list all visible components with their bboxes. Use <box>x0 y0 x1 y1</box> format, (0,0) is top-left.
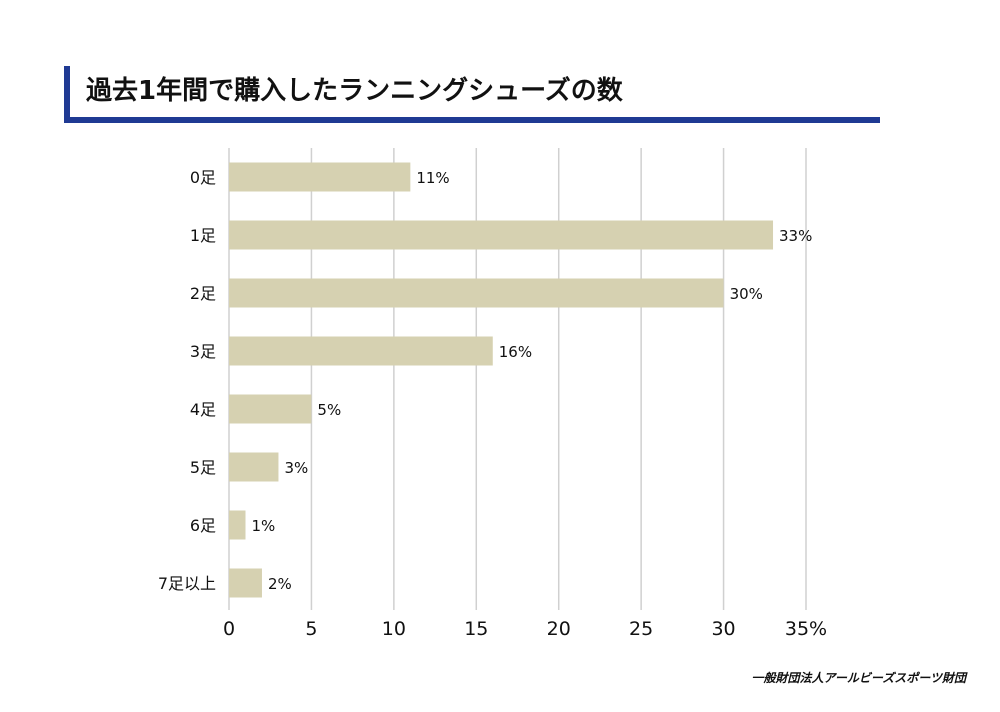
value-label: 11% <box>416 169 449 187</box>
category-label: 7足以上 <box>158 574 216 593</box>
value-label: 3% <box>284 459 308 477</box>
value-label: 5% <box>317 401 341 419</box>
value-label: 2% <box>268 575 292 593</box>
x-tick-label: 0 <box>223 618 235 640</box>
x-tick-label: 20 <box>547 618 571 640</box>
bar <box>229 452 279 482</box>
bar <box>229 568 262 598</box>
bar <box>229 510 246 540</box>
value-label: 1% <box>251 517 275 535</box>
category-label: 0足 <box>190 168 216 187</box>
bars <box>229 162 774 598</box>
value-label: 33% <box>779 227 812 245</box>
x-tick-label: 10 <box>382 618 406 640</box>
chart-title: 過去1年間で購入したランニングシューズの数 <box>86 76 623 106</box>
x-tick-label: 5 <box>305 618 317 640</box>
bar <box>229 162 411 192</box>
category-label: 6足 <box>190 516 216 535</box>
source-credit: 一般財団法人アールビーズスポーツ財団 <box>751 671 966 685</box>
category-label: 4足 <box>190 400 216 419</box>
bar <box>229 278 724 308</box>
bar <box>229 220 774 250</box>
title-accent-bar <box>64 66 70 122</box>
category-label: 5足 <box>190 458 216 477</box>
value-label: 30% <box>730 285 763 303</box>
category-label: 1足 <box>190 226 216 245</box>
grid-lines <box>228 148 807 610</box>
title-underline <box>64 117 880 123</box>
value-label: 16% <box>499 343 532 361</box>
category-label: 2足 <box>190 284 216 303</box>
labels: 0 5 10 15 20 25 30 35% 0足 11% 1足 33% 2足 30% 3足 16% 4足 5% 5… <box>158 168 827 640</box>
x-tick-label: 35% <box>785 618 827 640</box>
bar <box>229 336 493 366</box>
category-label: 3足 <box>190 342 216 361</box>
x-tick-label: 25 <box>629 618 653 640</box>
bar <box>229 394 312 424</box>
x-tick-label: 15 <box>464 618 488 640</box>
x-tick-label: 30 <box>711 618 735 640</box>
